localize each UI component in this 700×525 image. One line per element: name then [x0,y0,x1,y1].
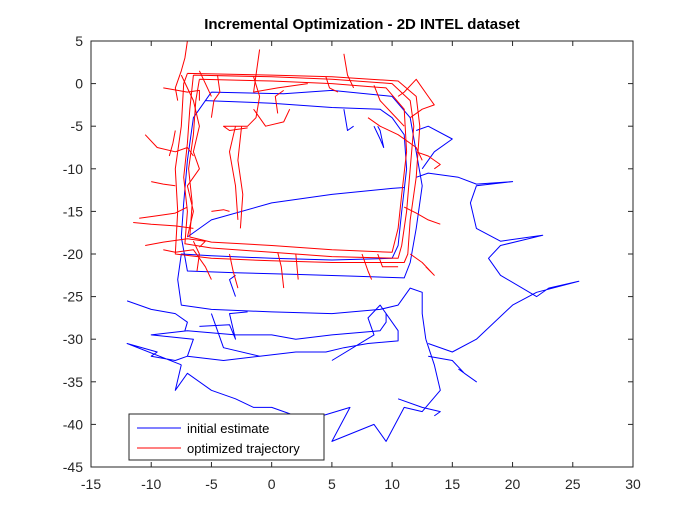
series-line-optimized-11 [133,222,194,229]
series-line-optimized-20 [373,85,405,127]
series-line-optimized-18 [325,76,339,93]
series-line-optimized-14 [223,76,261,131]
plot-lines [126,40,580,442]
series-line-optimized-31 [361,253,373,280]
legend-label: initial estimate [187,421,269,436]
axis-ticks: -15 -10 -5 0 5 10 15 20 25 30 5 0 -5 -10 -15 -20 -25 -30 -… [63,33,641,492]
y-tick-label: -10 [63,161,83,177]
x-tick-label: 10 [384,476,400,492]
series-line-optimized-30 [295,253,299,280]
y-tick-label: -45 [63,459,83,475]
y-tick-label: 5 [75,33,83,49]
series-line-optimized-22 [367,117,423,161]
series-line-initial-3 [174,339,441,442]
series-line-optimized-12 [145,238,206,248]
series-line-initial-2 [177,100,427,340]
x-tick-label: -15 [81,476,101,492]
x-tick-label: 25 [565,476,581,492]
legend-label: optimized trajectory [187,441,300,456]
series-line-optimized-9 [151,181,176,187]
series-line-optimized-13 [210,75,221,118]
y-tick-label: -5 [71,118,84,134]
series-line-optimized-29 [277,252,285,289]
x-tick-label: 15 [445,476,461,492]
series-line-optimized-16 [253,49,308,93]
series-line-optimized-5 [237,126,244,229]
series-line-optimized-35 [198,70,212,97]
series-line-optimized-19 [343,53,355,89]
series-line-initial-13 [343,109,354,131]
series-line-optimized-2 [174,72,421,263]
series-line-optimized-8 [144,134,194,157]
series-line-optimized-23 [416,151,441,170]
series-line-initial-7 [210,313,260,357]
series-line-optimized-0 [183,74,415,259]
series-line-optimized-34 [168,130,176,157]
series-line-initial-11 [428,355,477,383]
series-line-initial-15 [229,274,236,297]
series-line-initial-0 [180,89,423,279]
y-tick-label: -40 [63,416,83,432]
series-line-optimized-21 [397,78,435,119]
legend-box [128,413,325,461]
series-line-initial-9 [416,172,580,353]
series-line-initial-14 [373,125,385,148]
series-line-initial-8 [199,311,248,340]
series-line-optimized-3 [180,74,200,238]
series-line-optimized-27 [192,240,200,272]
series-line-optimized-10 [139,206,188,219]
series-line-optimized-25 [409,253,435,276]
series-line-initial-12 [397,398,441,417]
series-line-optimized-32 [377,253,399,268]
x-tick-label: 0 [268,476,276,492]
series-line-optimized-15 [253,108,291,127]
series-line-optimized-1 [188,78,408,253]
y-tick-label: -30 [63,331,83,347]
y-tick-label: 0 [75,76,83,92]
series-line-initial-4 [126,313,387,366]
y-tick-label: -15 [63,203,83,219]
x-tick-label: 30 [625,476,641,492]
series-line-optimized-26 [163,249,212,280]
series-line-initial-5 [126,300,188,331]
series-initial-estimate [126,89,580,442]
x-tick-label: 5 [328,476,336,492]
series-line-initial-1 [187,187,405,238]
series-line-optimized-33 [211,209,230,212]
x-tick-label: -10 [141,476,161,492]
y-tick-label: -20 [63,246,83,262]
series-line-optimized-24 [403,206,441,225]
x-tick-label: -5 [205,476,218,492]
series-line-initial-6 [187,304,399,361]
chart-title: Incremental Optimization - 2D INTEL data… [204,16,520,33]
y-tick-label: -35 [63,374,83,390]
series-line-optimized-6 [174,40,188,101]
series-line-optimized-7 [163,87,200,101]
series-line-optimized-17 [274,89,284,114]
x-tick-label: 20 [505,476,521,492]
series-line-optimized-28 [229,253,239,289]
legend: initial estimate optimized trajectory [128,413,325,461]
series-line-optimized-4 [229,126,239,220]
y-tick-label: -25 [63,289,83,305]
series-optimized-trajectory [133,40,441,289]
series-line-initial-10 [416,125,453,170]
